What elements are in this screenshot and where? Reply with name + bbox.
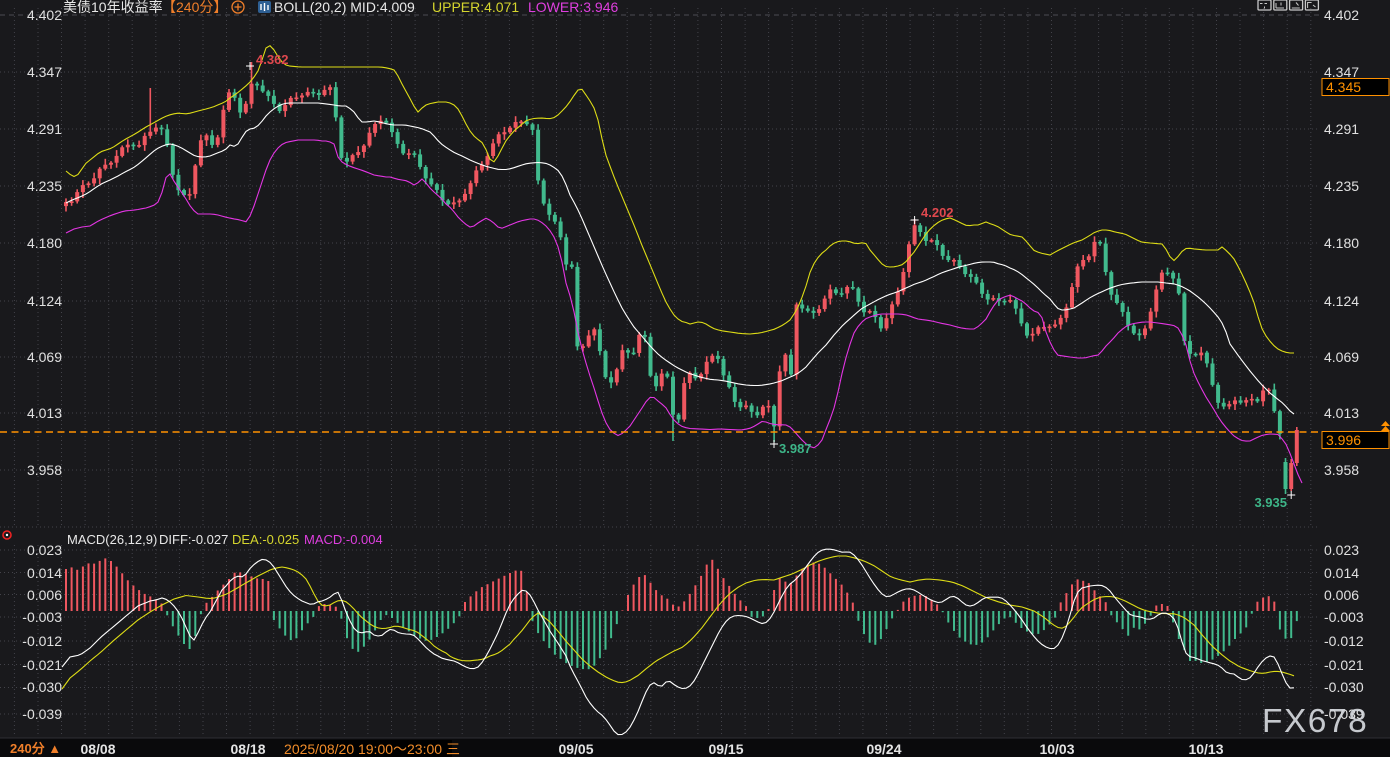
- svg-text:-0.012: -0.012: [22, 633, 62, 649]
- svg-text:3.996: 3.996: [1326, 432, 1361, 448]
- svg-text:4.124: 4.124: [1324, 293, 1359, 309]
- svg-text:-0.039: -0.039: [1324, 706, 1364, 722]
- svg-text:4.291: 4.291: [27, 121, 62, 137]
- svg-text:4.013: 4.013: [1324, 405, 1359, 421]
- svg-text:-0.030: -0.030: [22, 679, 62, 695]
- svg-text:4.180: 4.180: [27, 235, 62, 251]
- svg-text:0.014: 0.014: [1324, 565, 1359, 581]
- svg-text:-0.030: -0.030: [1324, 679, 1364, 695]
- svg-text:09/05: 09/05: [558, 741, 593, 757]
- svg-text:10/13: 10/13: [1188, 741, 1223, 757]
- svg-text:10/03: 10/03: [1039, 741, 1074, 757]
- svg-text:4.402: 4.402: [27, 7, 62, 23]
- svg-text:4.069: 4.069: [1324, 349, 1359, 365]
- svg-text:美债10年收益率: 美债10年收益率: [63, 0, 163, 15]
- svg-text:-0.003: -0.003: [1324, 609, 1364, 625]
- svg-text:0.023: 0.023: [1324, 542, 1359, 558]
- svg-text:0.023: 0.023: [27, 542, 62, 558]
- svg-text:4.013: 4.013: [27, 405, 62, 421]
- svg-text:4.235: 4.235: [1324, 178, 1359, 194]
- svg-text:MACD:-0.004: MACD:-0.004: [304, 532, 383, 547]
- svg-text:0.006: 0.006: [27, 587, 62, 603]
- svg-text:4.347: 4.347: [27, 64, 62, 80]
- svg-text:4.124: 4.124: [27, 293, 62, 309]
- svg-text:LOWER:3.946: LOWER:3.946: [528, 0, 618, 15]
- svg-text:09/24: 09/24: [866, 741, 901, 757]
- svg-text:08/18: 08/18: [230, 741, 265, 757]
- svg-text:3.987: 3.987: [779, 441, 812, 456]
- svg-text:09/15: 09/15: [708, 741, 743, 757]
- svg-text:0.006: 0.006: [1324, 587, 1359, 603]
- svg-text:-0.021: -0.021: [22, 657, 62, 673]
- svg-text:4.345: 4.345: [1326, 79, 1361, 95]
- svg-text:-0.003: -0.003: [22, 609, 62, 625]
- svg-text:4.291: 4.291: [1324, 121, 1359, 137]
- svg-text:FX678: FX678: [1262, 703, 1368, 740]
- svg-text:3.935: 3.935: [1254, 495, 1287, 510]
- svg-text:3.958: 3.958: [1324, 462, 1359, 478]
- svg-text:2025/08/20 19:00～23:00 三: 2025/08/20 19:00～23:00 三: [284, 741, 460, 757]
- svg-text:4.235: 4.235: [27, 178, 62, 194]
- svg-text:UPPER:4.071: UPPER:4.071: [432, 0, 519, 15]
- svg-text:4.180: 4.180: [1324, 235, 1359, 251]
- svg-text:4.402: 4.402: [1324, 7, 1359, 23]
- svg-text:DIFF:-0.027: DIFF:-0.027: [159, 532, 228, 547]
- svg-text:0.014: 0.014: [27, 565, 62, 581]
- svg-text:3.958: 3.958: [27, 462, 62, 478]
- svg-text:4.202: 4.202: [921, 205, 954, 220]
- svg-text:240分 ▲: 240分 ▲: [10, 741, 61, 756]
- svg-text:4.362: 4.362: [256, 52, 289, 67]
- svg-text:4.069: 4.069: [27, 349, 62, 365]
- svg-text:【240分】: 【240分】: [162, 0, 227, 15]
- svg-text:-0.021: -0.021: [1324, 657, 1364, 673]
- svg-text:DEA:-0.025: DEA:-0.025: [232, 532, 299, 547]
- svg-text:4.347: 4.347: [1324, 64, 1359, 80]
- svg-text:08/08: 08/08: [80, 741, 115, 757]
- svg-text:-0.012: -0.012: [1324, 633, 1364, 649]
- svg-text:MACD(26,12,9): MACD(26,12,9): [67, 532, 157, 547]
- svg-text:-0.039: -0.039: [22, 706, 62, 722]
- svg-text:BOLL(20,2) MID:4.009: BOLL(20,2) MID:4.009: [274, 0, 415, 15]
